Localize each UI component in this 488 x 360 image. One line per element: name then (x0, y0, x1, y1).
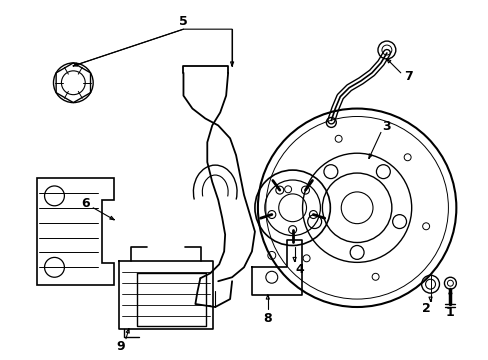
Text: 1: 1 (445, 306, 454, 319)
Text: 4: 4 (295, 263, 304, 276)
Text: 5: 5 (179, 15, 187, 28)
Text: 3: 3 (382, 120, 390, 133)
Text: 8: 8 (263, 312, 272, 325)
Text: 2: 2 (421, 302, 430, 315)
Text: 6: 6 (81, 197, 89, 210)
Text: 7: 7 (404, 70, 412, 83)
Text: 9: 9 (117, 340, 125, 353)
